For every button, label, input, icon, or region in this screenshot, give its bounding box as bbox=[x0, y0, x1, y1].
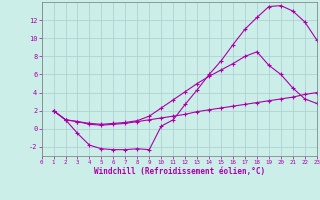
X-axis label: Windchill (Refroidissement éolien,°C): Windchill (Refroidissement éolien,°C) bbox=[94, 167, 265, 176]
